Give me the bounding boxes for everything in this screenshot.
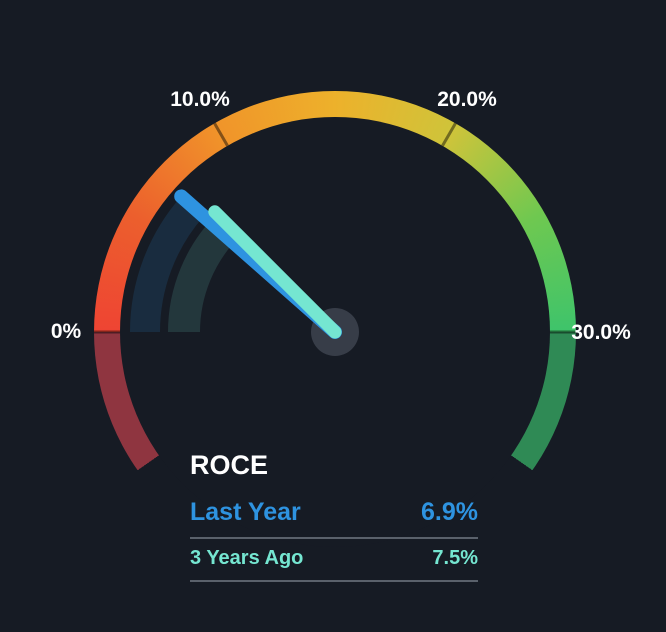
- gauge-tick-label-10: 10.0%: [170, 88, 230, 111]
- needle-trail-0: [130, 196, 204, 333]
- gauge-legend: ROCE Last Year 6.9% 3 Years Ago 7.5%: [190, 449, 478, 582]
- gauge-tick-label-30: 30.0%: [571, 321, 631, 344]
- legend-row-3-years-ago: 3 Years Ago 7.5%: [190, 539, 478, 582]
- legend-value-last-year: 6.9%: [421, 498, 478, 526]
- gauge-tick-mark-10: [213, 122, 229, 147]
- gauge-tick-mark-20: [441, 122, 457, 147]
- gauge-tick-label-0: 0%: [50, 320, 82, 343]
- gauge-needle-3-years-ago: [208, 205, 342, 339]
- legend-label-3-years-ago: 3 Years Ago: [190, 547, 304, 569]
- legend-value-3-years-ago: 7.5%: [432, 547, 478, 569]
- chart-title: ROCE: [190, 450, 269, 480]
- gauge-tick-label-20: 20.0%: [437, 88, 497, 111]
- legend-row-last-year: Last Year 6.9%: [190, 498, 478, 539]
- legend-label-last-year: Last Year: [190, 498, 301, 526]
